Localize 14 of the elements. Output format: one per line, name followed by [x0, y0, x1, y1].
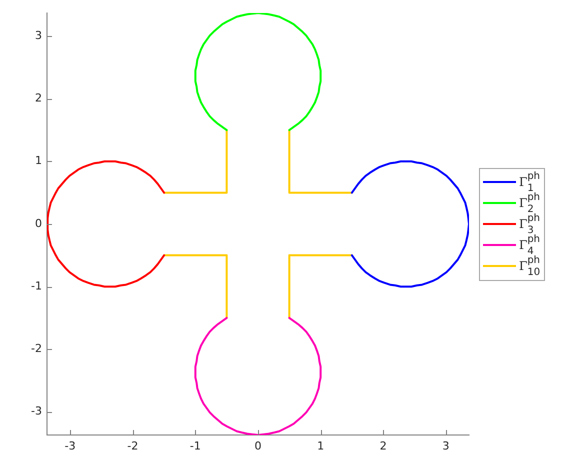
x-tick-label: -1 [190, 439, 201, 452]
y-tick-label: 0 [35, 216, 42, 230]
y-tick-label: -2 [31, 342, 42, 356]
x-tick-label: -3 [64, 439, 76, 452]
y-tick-label: -3 [31, 404, 42, 418]
y-tick-label: 2 [35, 92, 42, 105]
y-tick-label: 1 [35, 154, 42, 168]
x-tick-label: 2 [380, 439, 387, 452]
x-tick-label: -2 [127, 439, 138, 452]
y-tick-label: 3 [35, 29, 42, 42]
x-tick-label: 1 [317, 439, 324, 452]
x-tick-label: 3 [442, 439, 450, 452]
y-tick-label: -1 [31, 279, 42, 292]
x-tick-label: 0 [254, 439, 262, 452]
